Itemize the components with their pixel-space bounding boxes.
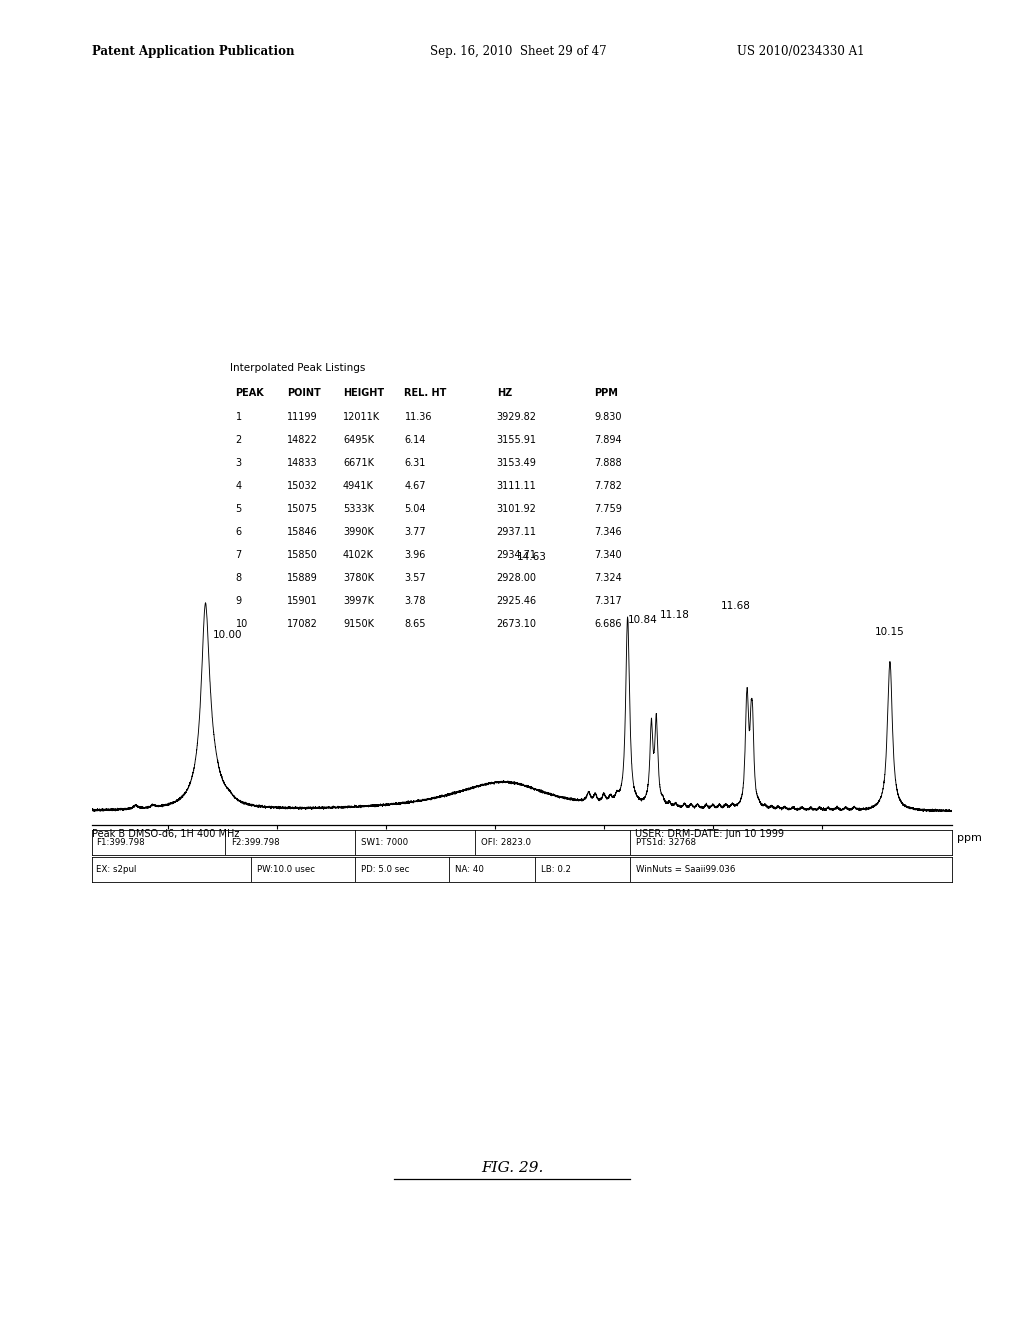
- Text: PPM: PPM: [594, 388, 617, 399]
- Text: 4.67: 4.67: [404, 480, 426, 491]
- Text: 5333K: 5333K: [343, 504, 374, 513]
- Text: 3111.11: 3111.11: [497, 480, 537, 491]
- Text: WinNuts = Saaii99.036: WinNuts = Saaii99.036: [636, 865, 735, 874]
- Text: HZ: HZ: [497, 388, 512, 399]
- Text: 7.324: 7.324: [594, 573, 622, 583]
- Text: 3153.49: 3153.49: [497, 458, 537, 467]
- Text: 9.830: 9.830: [594, 412, 622, 421]
- Text: 7.782: 7.782: [594, 480, 622, 491]
- Text: 4: 4: [236, 480, 242, 491]
- Text: 11199: 11199: [287, 412, 317, 421]
- Text: 15846: 15846: [287, 527, 317, 537]
- Text: 15850: 15850: [287, 550, 317, 560]
- Text: HEIGHT: HEIGHT: [343, 388, 384, 399]
- Text: 3155.91: 3155.91: [497, 434, 537, 445]
- Text: 6.31: 6.31: [404, 458, 426, 467]
- Text: Sep. 16, 2010  Sheet 29 of 47: Sep. 16, 2010 Sheet 29 of 47: [430, 45, 606, 58]
- Text: Patent Application Publication: Patent Application Publication: [92, 45, 295, 58]
- Text: 4941K: 4941K: [343, 480, 374, 491]
- Text: 11.68: 11.68: [721, 602, 751, 611]
- Text: 6.14: 6.14: [404, 434, 426, 445]
- Text: 1: 1: [236, 412, 242, 421]
- Text: 3.77: 3.77: [404, 527, 426, 537]
- Text: OFI: 2823.0: OFI: 2823.0: [481, 838, 531, 847]
- Text: 12011K: 12011K: [343, 412, 380, 421]
- Text: 3997K: 3997K: [343, 597, 374, 606]
- Text: 7: 7: [236, 550, 242, 560]
- Text: USER: DRM-DATE: Jun 10 1999: USER: DRM-DATE: Jun 10 1999: [635, 829, 784, 840]
- Text: 4102K: 4102K: [343, 550, 374, 560]
- Text: 7.340: 7.340: [594, 550, 622, 560]
- Text: 11.36: 11.36: [404, 412, 432, 421]
- Text: 11.18: 11.18: [659, 610, 690, 619]
- Text: 8: 8: [236, 573, 242, 583]
- Text: 15889: 15889: [287, 573, 317, 583]
- Text: 2928.00: 2928.00: [497, 573, 537, 583]
- Text: 10.00: 10.00: [212, 630, 242, 639]
- Text: 7.317: 7.317: [594, 597, 622, 606]
- Text: 6.686: 6.686: [594, 619, 622, 630]
- Text: 6: 6: [236, 527, 242, 537]
- Text: 7.894: 7.894: [594, 434, 622, 445]
- Text: 5: 5: [236, 504, 242, 513]
- Text: 15901: 15901: [287, 597, 317, 606]
- Text: 3101.92: 3101.92: [497, 504, 537, 513]
- Text: 14.63: 14.63: [517, 552, 547, 562]
- Text: Peak B DMSO-d6, 1H 400 MHz: Peak B DMSO-d6, 1H 400 MHz: [92, 829, 240, 840]
- Text: US 2010/0234330 A1: US 2010/0234330 A1: [737, 45, 865, 58]
- Text: 9150K: 9150K: [343, 619, 374, 630]
- Text: 10.15: 10.15: [876, 627, 905, 638]
- Text: 3780K: 3780K: [343, 573, 374, 583]
- Text: ppm: ppm: [956, 833, 982, 843]
- Text: 3.78: 3.78: [404, 597, 426, 606]
- Text: 5.04: 5.04: [404, 504, 426, 513]
- Text: 8.65: 8.65: [404, 619, 426, 630]
- Text: 15032: 15032: [287, 480, 317, 491]
- Text: 6671K: 6671K: [343, 458, 374, 467]
- Text: Interpolated Peak Listings: Interpolated Peak Listings: [230, 363, 366, 374]
- Text: EX: s2pul: EX: s2pul: [96, 865, 137, 874]
- Text: 14822: 14822: [287, 434, 317, 445]
- Text: 3.57: 3.57: [404, 573, 426, 583]
- Text: 9: 9: [236, 597, 242, 606]
- Text: PD: 5.0 sec: PD: 5.0 sec: [360, 865, 409, 874]
- Text: SW1: 7000: SW1: 7000: [360, 838, 408, 847]
- Text: 2673.10: 2673.10: [497, 619, 537, 630]
- Text: 15075: 15075: [287, 504, 317, 513]
- Text: POINT: POINT: [287, 388, 321, 399]
- Text: REL. HT: REL. HT: [404, 388, 446, 399]
- Text: 14833: 14833: [287, 458, 317, 467]
- Text: F1:399.798: F1:399.798: [96, 838, 145, 847]
- Text: PTS1d: 32768: PTS1d: 32768: [636, 838, 695, 847]
- Text: 7.888: 7.888: [594, 458, 622, 467]
- Text: 2934.71: 2934.71: [497, 550, 537, 560]
- Text: F2:399.798: F2:399.798: [231, 838, 281, 847]
- Text: 10: 10: [236, 619, 248, 630]
- Text: LB: 0.2: LB: 0.2: [541, 865, 571, 874]
- Text: 3.96: 3.96: [404, 550, 426, 560]
- Text: 7.346: 7.346: [594, 527, 622, 537]
- Text: PEAK: PEAK: [236, 388, 264, 399]
- Text: 3990K: 3990K: [343, 527, 374, 537]
- Text: 6495K: 6495K: [343, 434, 374, 445]
- Text: 17082: 17082: [287, 619, 317, 630]
- Text: FIG. 29.: FIG. 29.: [481, 1162, 543, 1175]
- Text: 2925.46: 2925.46: [497, 597, 537, 606]
- Text: 7.759: 7.759: [594, 504, 622, 513]
- Text: 10.84: 10.84: [628, 615, 657, 626]
- Text: PW:10.0 usec: PW:10.0 usec: [257, 865, 315, 874]
- Text: 2: 2: [236, 434, 242, 445]
- Text: 3929.82: 3929.82: [497, 412, 537, 421]
- Text: 3: 3: [236, 458, 242, 467]
- Text: NA: 40: NA: 40: [455, 865, 484, 874]
- Text: 2937.11: 2937.11: [497, 527, 537, 537]
